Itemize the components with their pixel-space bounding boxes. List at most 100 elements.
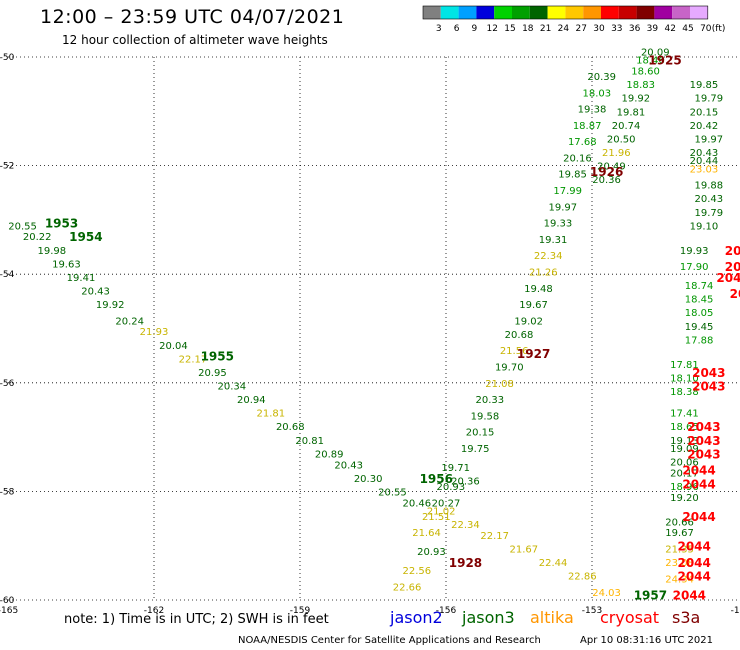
swh-value-label: 20.81 bbox=[295, 436, 324, 447]
colorbar-tick-label: 39 bbox=[647, 24, 659, 34]
time-label: 2043 bbox=[687, 447, 720, 461]
swh-value-label: 23.08 bbox=[665, 558, 694, 569]
colorbar-swatch bbox=[458, 6, 477, 19]
colorbar-swatch bbox=[690, 6, 708, 19]
swh-value-label: 20.06 bbox=[670, 458, 699, 469]
swh-value-label: 20.36 bbox=[451, 477, 480, 488]
swh-value-label: 18.87 bbox=[573, 121, 602, 132]
colorbar-tick-label: 6 bbox=[454, 24, 460, 34]
time-label: 1927 bbox=[517, 347, 550, 361]
swh-value-label: 19.70 bbox=[495, 363, 524, 374]
swh-value-label: 20.68 bbox=[276, 422, 305, 433]
swh-value-label: 17.81 bbox=[670, 360, 699, 371]
x-tick-label: -162 bbox=[144, 606, 164, 616]
swh-value-label: 18.96 bbox=[670, 482, 699, 493]
swh-value-label: 20.94 bbox=[237, 395, 266, 406]
swh-value-label: 21.67 bbox=[510, 544, 539, 555]
swh-value-label: 19.20 bbox=[670, 493, 699, 504]
swh-value-label: 22.17 bbox=[179, 354, 208, 365]
swh-value-label: 21.35 bbox=[665, 544, 694, 555]
time-label: 2044 bbox=[677, 570, 710, 584]
swh-value-label: 18.83 bbox=[626, 80, 655, 91]
swh-value-label: 20.22 bbox=[23, 232, 52, 243]
swh-value-label: 20.30 bbox=[354, 474, 383, 485]
swh-value-label: 20.43 bbox=[334, 460, 363, 471]
colorbar-tick-label: 18 bbox=[522, 24, 534, 34]
time-label: 2044 bbox=[682, 464, 715, 478]
swh-value-label: 18.10 bbox=[670, 373, 699, 384]
swh-value-label: 19.09 bbox=[670, 444, 699, 455]
time-label: 2044 bbox=[673, 589, 706, 603]
swh-value-label: 20.46 bbox=[402, 498, 431, 509]
time-label: 2043 bbox=[692, 380, 725, 394]
swh-value-label: 17.41 bbox=[670, 409, 699, 420]
swh-value-label: 19.79 bbox=[694, 94, 723, 105]
time-label: 1926 bbox=[590, 165, 623, 179]
y-tick-label: -56 bbox=[0, 379, 15, 389]
y-tick-label: -50 bbox=[0, 53, 15, 63]
colorbar-tick-label: 70 bbox=[700, 24, 712, 34]
time-label: 2044 bbox=[677, 556, 710, 570]
x-tick-label: -165 bbox=[0, 606, 18, 616]
swh-value-label: 19.93 bbox=[680, 246, 709, 257]
time-label: 1925 bbox=[648, 54, 681, 68]
swh-value-label: 19.31 bbox=[539, 235, 568, 246]
colorbar-swatch bbox=[565, 6, 584, 19]
colorbar-tick-label: 42 bbox=[664, 24, 675, 34]
swh-value-label: 20.17 bbox=[670, 468, 699, 479]
swh-value-label: 18.60 bbox=[631, 67, 660, 78]
time-label: 1957 bbox=[634, 589, 667, 603]
colorbar-swatch bbox=[476, 6, 495, 19]
colorbar-tick-label: 27 bbox=[575, 24, 586, 34]
swh-value-label: 20.55 bbox=[378, 487, 407, 498]
legend-altika: altika bbox=[530, 608, 574, 627]
swh-value-label: 22.17 bbox=[480, 531, 509, 542]
swh-value-label: 19.85 bbox=[558, 170, 587, 181]
swh-value-label: 17.88 bbox=[685, 335, 714, 346]
credit-line: NOAA/NESDIS Center for Satellite Applica… bbox=[238, 635, 541, 646]
y-tick-label: -58 bbox=[0, 487, 15, 497]
time-label: 20 bbox=[725, 244, 740, 258]
colorbar-swatch bbox=[512, 6, 530, 19]
swh-value-label: 19.45 bbox=[685, 322, 714, 333]
swh-value-label: 19.38 bbox=[578, 105, 607, 116]
swh-value-label: 23.03 bbox=[690, 164, 719, 175]
swh-value-label: 20.93 bbox=[437, 482, 466, 493]
swh-value-label: 21.93 bbox=[140, 327, 169, 338]
swh-value-label: 20.43 bbox=[690, 148, 719, 159]
swh-value-label: 17.68 bbox=[568, 137, 597, 148]
swh-value-label: 18.38 bbox=[670, 387, 699, 398]
swh-value-label: 24.34 bbox=[665, 574, 694, 585]
colorbar-tick-label: 33 bbox=[611, 24, 622, 34]
colorbar-tick-label: 3 bbox=[436, 24, 442, 34]
swh-value-label: 19.92 bbox=[621, 94, 650, 105]
swh-value-label: 20.66 bbox=[665, 517, 694, 528]
swh-value-label: 20.93 bbox=[417, 547, 446, 558]
x-tick-label: -156 bbox=[436, 606, 457, 616]
swh-value-label: 22.86 bbox=[568, 572, 597, 583]
swh-value-label: 20.49 bbox=[597, 162, 626, 173]
swh-value-label: 19.97 bbox=[548, 202, 577, 213]
swh-value-label: 22.44 bbox=[539, 558, 568, 569]
colorbar-swatch bbox=[618, 6, 637, 19]
y-tick-label: -60 bbox=[0, 596, 15, 606]
colorbar-swatch bbox=[547, 6, 566, 19]
wave-height-colorbar: 3 6 9 12 15 18 21 24 27 30 33 36 39 42 45 70 (ft) bbox=[422, 5, 725, 34]
colorbar-tick-label: 21 bbox=[540, 24, 551, 34]
time-label: 1955 bbox=[201, 350, 234, 364]
legend-jason2: jason2 bbox=[390, 608, 443, 627]
x-tick-label: -159 bbox=[290, 606, 311, 616]
swh-value-label: 20.74 bbox=[612, 121, 641, 132]
chart-subtitle: 12 hour collection of altimeter wave hei… bbox=[62, 33, 328, 47]
swh-value-label: 20.36 bbox=[592, 175, 621, 186]
swh-value-label: 20.15 bbox=[466, 428, 495, 439]
swh-value-label: 18.45 bbox=[685, 295, 714, 306]
colorbar-tick-label: 15 bbox=[504, 24, 515, 34]
swh-value-label: 20.89 bbox=[315, 449, 344, 460]
swh-value-label: 22.66 bbox=[393, 582, 422, 593]
swh-value-label: 20.95 bbox=[198, 368, 227, 379]
swh-value-label: 20.16 bbox=[563, 153, 592, 164]
swh-value-label: 20.33 bbox=[475, 395, 504, 406]
swh-value-label: 19.79 bbox=[694, 208, 723, 219]
colorbar-tick-label: 36 bbox=[629, 24, 641, 34]
